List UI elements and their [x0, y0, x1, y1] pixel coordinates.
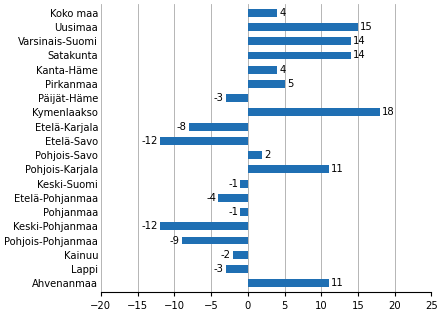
- Bar: [226, 94, 248, 102]
- Bar: [226, 265, 248, 273]
- Text: 2: 2: [265, 150, 271, 160]
- Bar: [182, 237, 248, 244]
- Text: 14: 14: [353, 50, 366, 60]
- Bar: [248, 23, 358, 31]
- Text: 5: 5: [287, 79, 293, 89]
- Bar: [248, 80, 285, 88]
- Bar: [248, 279, 328, 287]
- Text: -12: -12: [141, 221, 157, 231]
- Text: -4: -4: [206, 193, 216, 203]
- Bar: [189, 123, 248, 130]
- Text: -2: -2: [221, 250, 231, 260]
- Bar: [218, 194, 248, 202]
- Text: 4: 4: [279, 65, 286, 75]
- Bar: [248, 66, 277, 74]
- Bar: [248, 108, 380, 116]
- Text: -1: -1: [228, 179, 238, 189]
- Text: 15: 15: [360, 22, 373, 32]
- Text: -1: -1: [228, 207, 238, 217]
- Text: 18: 18: [382, 107, 395, 117]
- Text: 11: 11: [331, 278, 343, 288]
- Text: -3: -3: [213, 93, 224, 103]
- Bar: [240, 208, 248, 216]
- Text: 4: 4: [279, 8, 286, 18]
- Bar: [248, 52, 351, 59]
- Text: -12: -12: [141, 136, 157, 146]
- Bar: [248, 37, 351, 45]
- Bar: [160, 222, 248, 230]
- Text: -9: -9: [169, 236, 179, 246]
- Text: 14: 14: [353, 36, 366, 46]
- Bar: [248, 151, 263, 159]
- Text: -3: -3: [213, 264, 224, 274]
- Bar: [160, 137, 248, 145]
- Text: 11: 11: [331, 164, 343, 174]
- Bar: [248, 165, 328, 173]
- Bar: [248, 9, 277, 17]
- Bar: [240, 180, 248, 187]
- Text: -8: -8: [177, 122, 187, 132]
- Bar: [233, 251, 248, 259]
